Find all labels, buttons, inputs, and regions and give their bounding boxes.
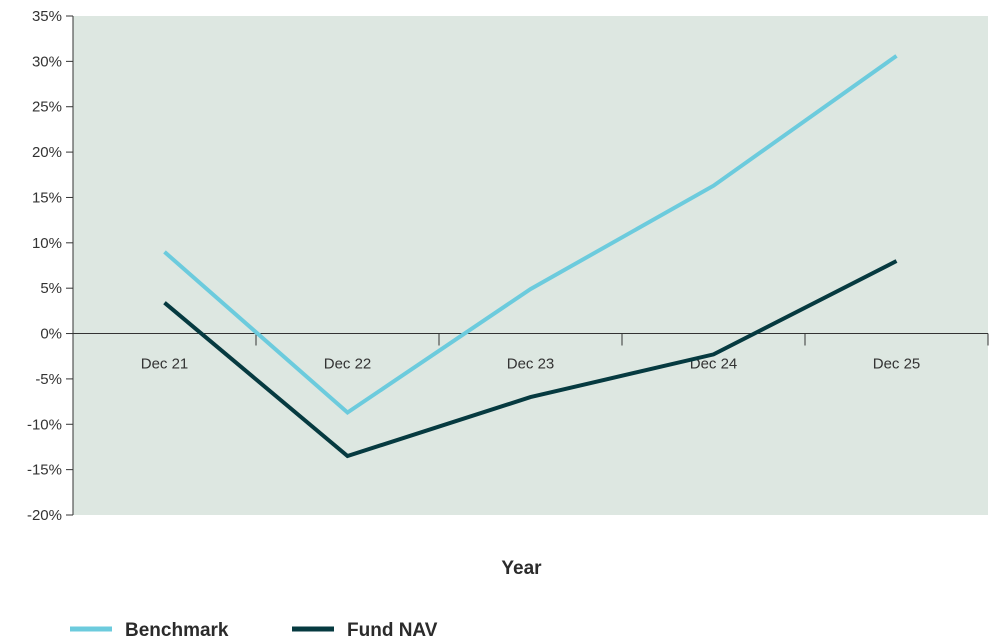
y-tick-label: 0% xyxy=(40,326,62,343)
y-axis: 35% 30% 25% 20% 15% 10% 5% 0% -5% -10% -15% -20% xyxy=(27,8,74,524)
legend-label-fund-nav: Fund NAV xyxy=(347,620,438,640)
x-axis-title: Year xyxy=(501,558,542,579)
plot-area-background xyxy=(73,16,988,515)
x-tick-label: Dec 24 xyxy=(690,356,738,373)
y-tick-label: 10% xyxy=(32,235,62,252)
x-tick-label: Dec 21 xyxy=(141,356,189,373)
x-axis: Dec 21 Dec 22 Dec 23 Dec 24 Dec 25 xyxy=(73,333,989,373)
y-tick-label: 25% xyxy=(32,99,62,116)
y-tick-label: -20% xyxy=(27,507,62,524)
y-tick-label: 15% xyxy=(32,189,62,206)
series-lines xyxy=(163,54,898,459)
legend: Benchmark Fund NAV xyxy=(70,620,438,640)
x-tick-label: Dec 23 xyxy=(507,356,555,373)
y-tick-label: 5% xyxy=(40,280,62,297)
y-tick-label: 20% xyxy=(32,144,62,161)
series-line-benchmark xyxy=(163,54,898,416)
x-tick-label: Dec 25 xyxy=(873,356,921,373)
y-tick-label: 35% xyxy=(32,8,62,25)
legend-label-benchmark: Benchmark xyxy=(125,620,229,640)
x-tick-label: Dec 22 xyxy=(324,356,372,373)
y-tick-label: -15% xyxy=(27,462,62,479)
y-tick-label: 30% xyxy=(32,53,62,70)
series-line-fund-nav xyxy=(163,259,898,459)
y-tick-label: -10% xyxy=(27,416,62,433)
y-tick-label: -5% xyxy=(35,371,62,388)
